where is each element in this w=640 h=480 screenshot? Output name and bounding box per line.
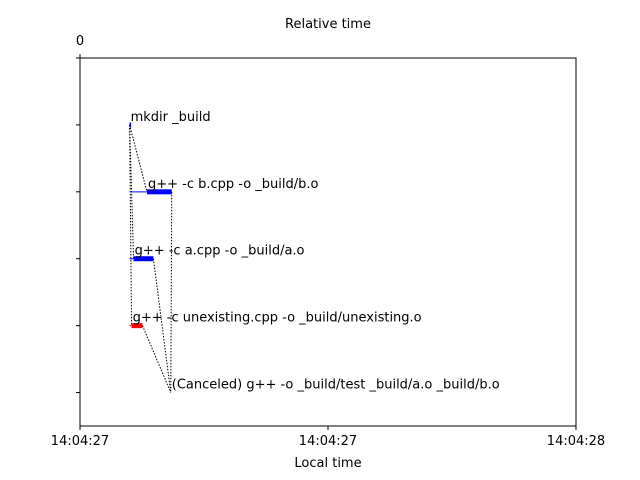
dependency-line-mkdir-unexisting [129, 124, 133, 326]
action-label-mkdir: mkdir _build [131, 110, 211, 125]
action-label-a: g++ -c a.cpp -o _build/a.o [135, 244, 305, 259]
x-axis-label: Local time [294, 456, 361, 471]
bottom-tick-label-2: 14:04:28 [547, 434, 605, 449]
chart-title: Relative time [285, 17, 371, 32]
bottom-tick-label-0: 14:04:27 [51, 434, 109, 449]
top-tick-label-0: 0 [76, 34, 84, 49]
action-label-link: (Canceled) g++ -o _build/test _build/a.o… [172, 378, 500, 393]
execution-bar-mkdir [129, 122, 132, 128]
dependency-line-a-link [152, 258, 172, 393]
plot-area: mkdir _build g++ -c b.cpp -o _build/b.o g+… [129, 110, 500, 393]
bottom-tick-label-1: 14:04:27 [299, 434, 357, 449]
action-label-b: g++ -c b.cpp -o _build/b.o [148, 177, 319, 192]
dependency-line-mkdir-b [129, 124, 148, 192]
dependency-line-unexisting-link [142, 325, 172, 393]
execution-bar-b [146, 189, 172, 195]
execution-bar-a [133, 256, 154, 262]
action-label-unexisting: g++ -c unexisting.cpp -o _build/unexisti… [133, 311, 422, 326]
dependency-line-b-link [170, 191, 173, 393]
execution-bar-unexisting [131, 323, 143, 329]
